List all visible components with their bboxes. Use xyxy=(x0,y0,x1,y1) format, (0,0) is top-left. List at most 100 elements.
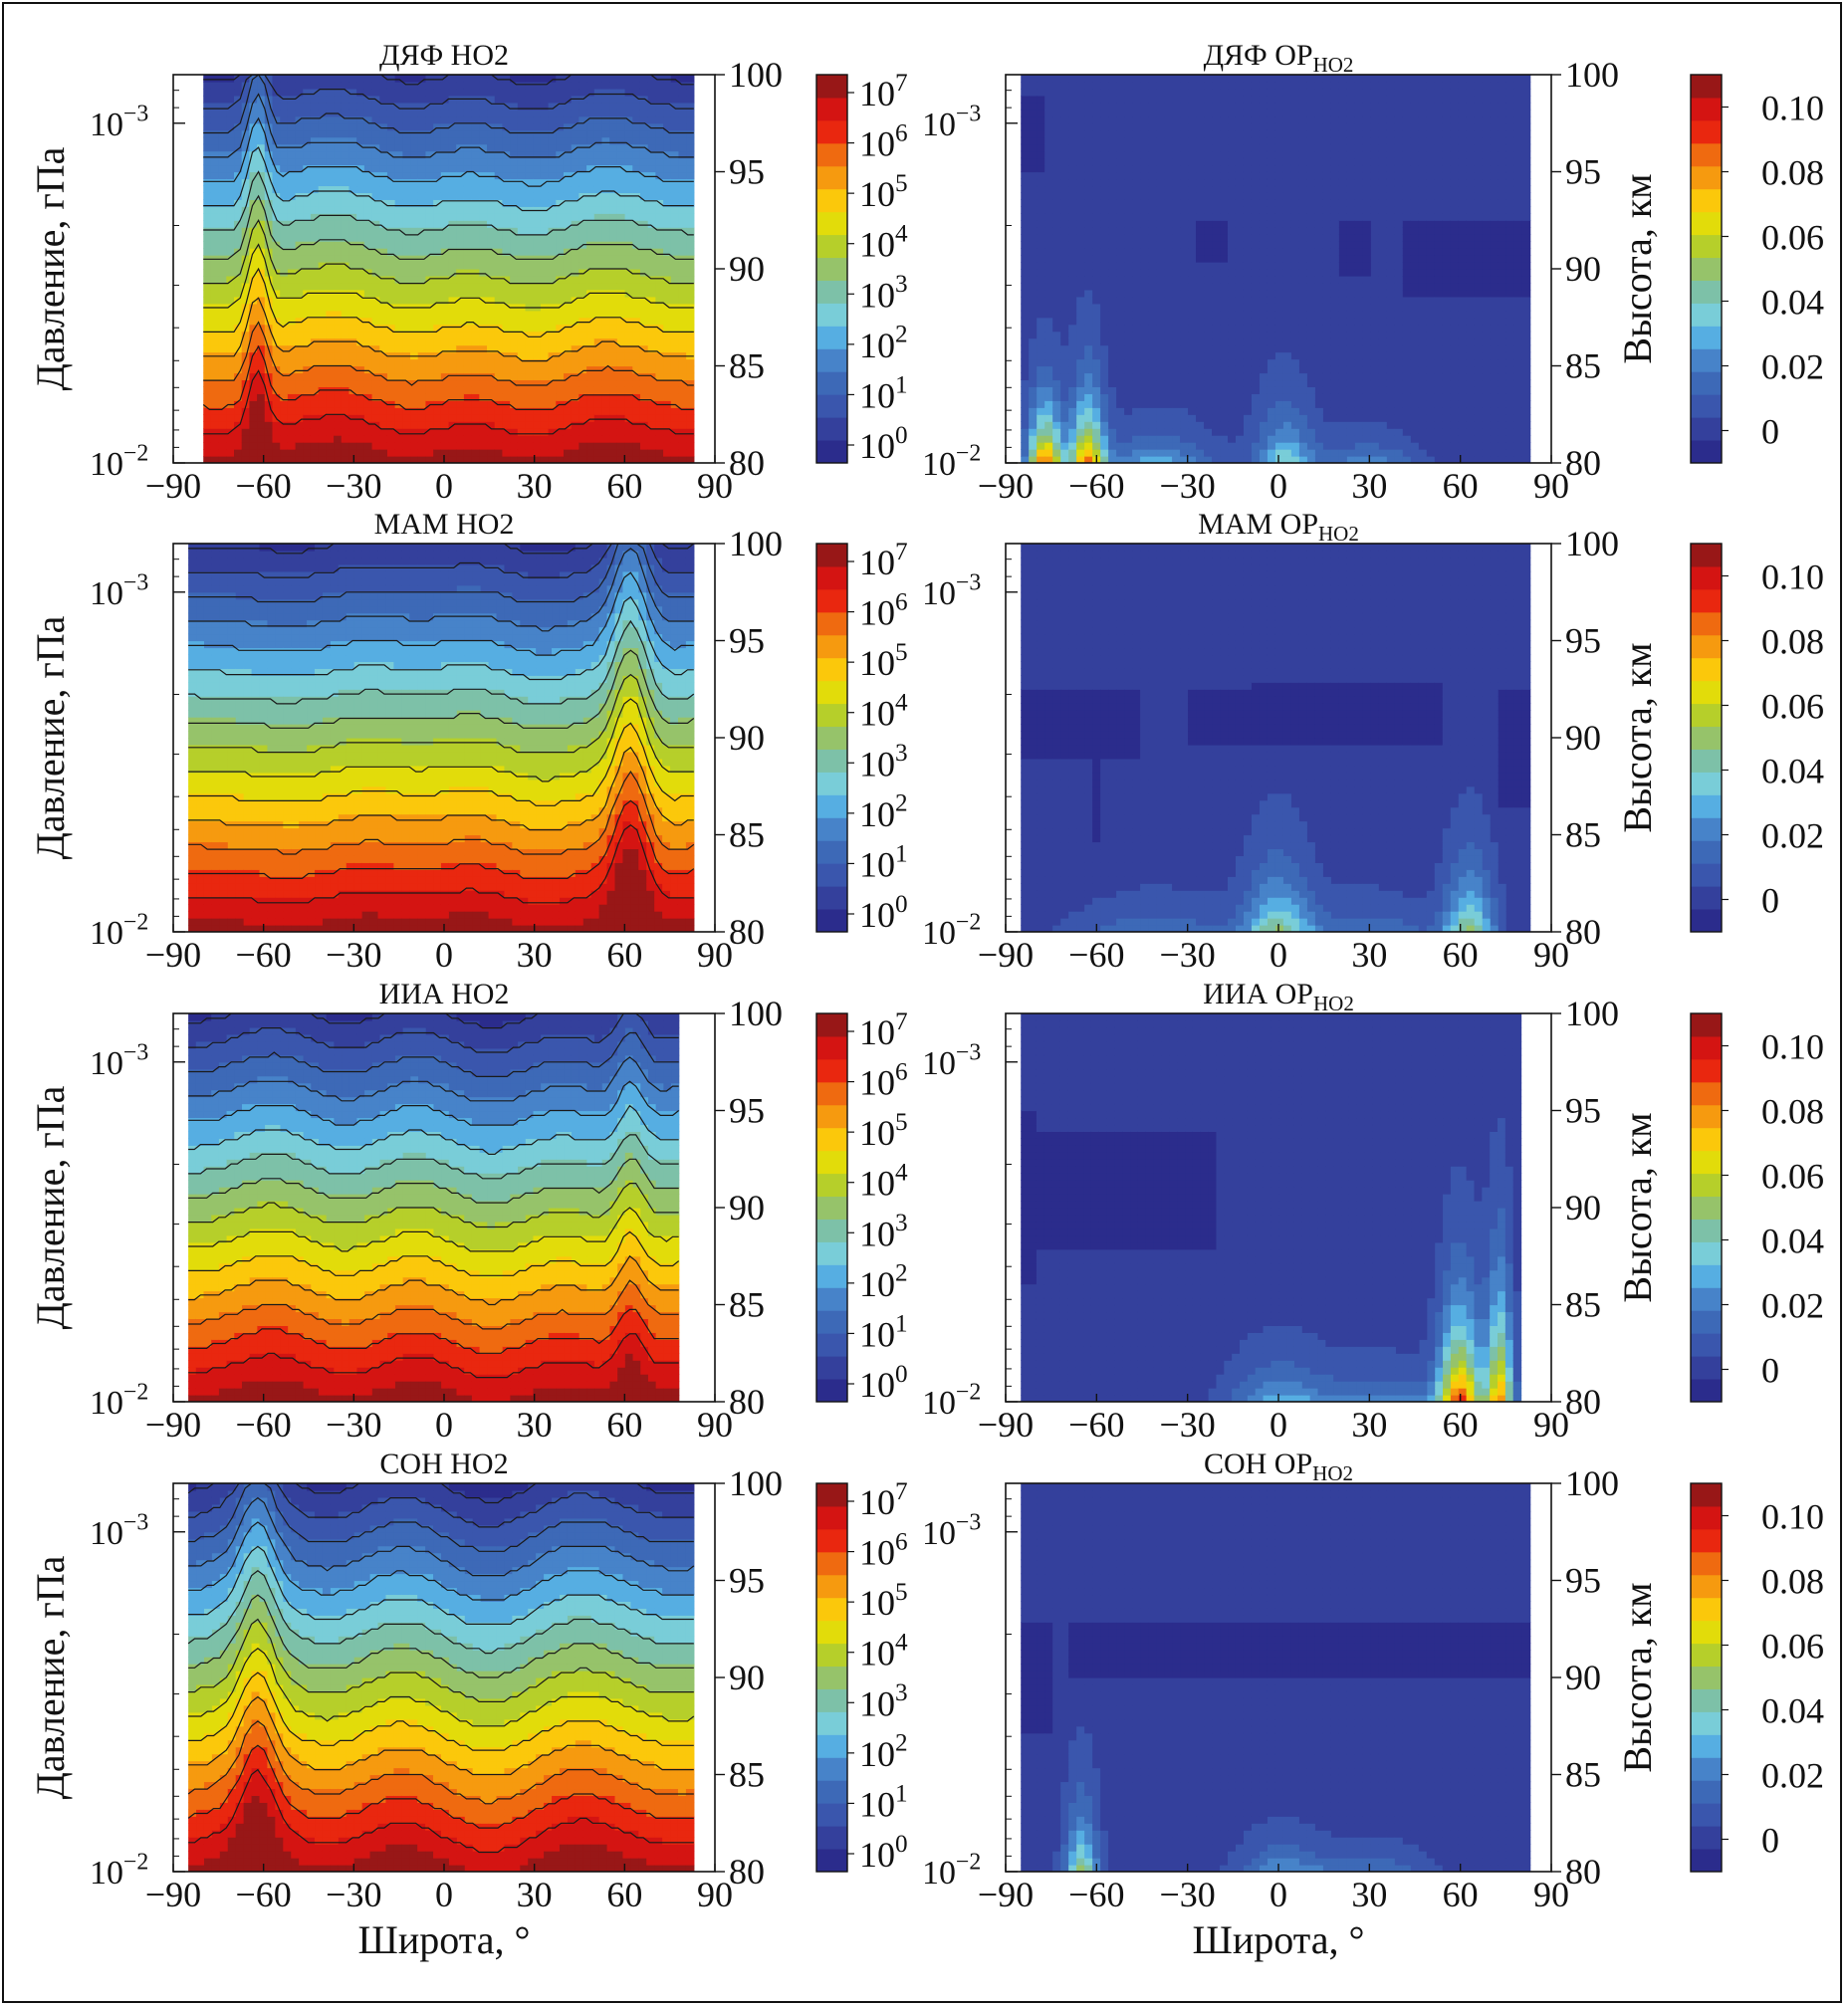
field-cell xyxy=(1068,428,1077,436)
field-cell xyxy=(479,337,488,346)
field-cell xyxy=(287,414,297,422)
field-cell xyxy=(686,192,695,200)
field-cell xyxy=(1196,337,1205,346)
field-cell xyxy=(609,102,618,111)
field-cell xyxy=(571,115,579,124)
field-cell xyxy=(548,192,557,200)
field-cell xyxy=(341,164,350,173)
field-cell xyxy=(670,421,680,429)
field-cell xyxy=(586,324,595,333)
field-cell xyxy=(502,269,511,277)
field-cell xyxy=(616,310,626,319)
field-cell xyxy=(601,296,610,305)
field-cell xyxy=(310,81,320,90)
field-cell xyxy=(601,386,610,394)
field-cell xyxy=(272,81,281,90)
field-cell xyxy=(433,220,442,228)
field-cell xyxy=(1029,255,1038,263)
field-cell xyxy=(226,358,235,367)
field-cell xyxy=(1100,289,1109,298)
field-cell xyxy=(394,386,403,394)
field-cell xyxy=(1084,428,1093,436)
field-cell xyxy=(510,75,519,83)
field-cell xyxy=(1188,234,1197,242)
field-cell xyxy=(1100,241,1109,249)
field-cell xyxy=(1156,331,1165,339)
contour-line xyxy=(203,243,694,309)
field-cell xyxy=(417,449,427,457)
field-cell xyxy=(571,81,579,90)
field-cell xyxy=(471,102,480,111)
field-cell xyxy=(334,262,343,270)
field-cell xyxy=(525,365,534,374)
field-cell xyxy=(417,400,427,408)
field-cell xyxy=(670,213,680,221)
field-cell xyxy=(280,227,289,235)
field-cell xyxy=(310,414,320,422)
field-cell xyxy=(571,421,579,429)
field-cell xyxy=(593,310,603,319)
field-cell xyxy=(356,199,365,207)
field-cell xyxy=(448,317,457,326)
contour-line xyxy=(203,146,694,212)
field-cell xyxy=(1037,129,1045,138)
field-cell xyxy=(678,407,687,415)
field-cell xyxy=(471,75,480,83)
field-cell xyxy=(479,317,488,326)
contour-line xyxy=(203,194,694,260)
field-cell xyxy=(1084,358,1093,367)
field-cell xyxy=(647,220,656,228)
field-cell xyxy=(647,185,656,193)
field-cell xyxy=(1124,199,1133,207)
field-cell xyxy=(1037,136,1045,145)
field-cell xyxy=(548,400,557,408)
field-cell xyxy=(540,269,550,277)
field-cell xyxy=(272,358,281,367)
field-cell xyxy=(410,75,419,83)
field-cell xyxy=(257,220,266,228)
field-cell xyxy=(686,95,695,104)
field-cell xyxy=(1188,220,1197,228)
field-cell xyxy=(1116,414,1125,422)
field-cell xyxy=(1140,400,1149,408)
field-cell xyxy=(1100,88,1109,97)
field-cell xyxy=(663,435,672,443)
field-cell xyxy=(241,136,251,145)
field-cell xyxy=(1124,372,1133,381)
field-cell xyxy=(1100,129,1109,138)
field-cell xyxy=(578,275,587,284)
field-cell xyxy=(410,344,419,353)
field-cell xyxy=(586,150,595,159)
field-cell xyxy=(272,303,281,312)
field-cell xyxy=(571,199,579,207)
field-cell xyxy=(632,337,641,346)
field-cell xyxy=(593,379,603,387)
field-cell xyxy=(341,456,350,463)
field-cell xyxy=(257,393,266,401)
field-cell xyxy=(1029,344,1038,353)
field-cell xyxy=(1044,407,1053,415)
field-cell xyxy=(1148,75,1157,83)
field-cell xyxy=(540,220,550,228)
field-cell xyxy=(601,358,610,367)
field-cell xyxy=(1084,449,1093,457)
field-cell xyxy=(533,331,542,339)
field-cell xyxy=(448,255,457,263)
field-cell xyxy=(548,421,557,429)
field-cell xyxy=(1172,199,1181,207)
field-cell xyxy=(303,157,312,166)
field-cell xyxy=(655,143,664,152)
field-cell xyxy=(647,303,656,312)
field-cell xyxy=(448,122,457,131)
field-cell xyxy=(686,386,695,394)
field-cell xyxy=(463,75,473,83)
field-cell xyxy=(593,435,603,443)
field-cell xyxy=(310,442,320,450)
field-cell xyxy=(494,213,504,221)
field-cell xyxy=(440,150,450,159)
field-cell xyxy=(655,421,664,429)
field-cell xyxy=(234,143,243,152)
field-cell xyxy=(272,164,281,173)
field-cell xyxy=(310,192,320,200)
field-cell xyxy=(632,122,641,131)
